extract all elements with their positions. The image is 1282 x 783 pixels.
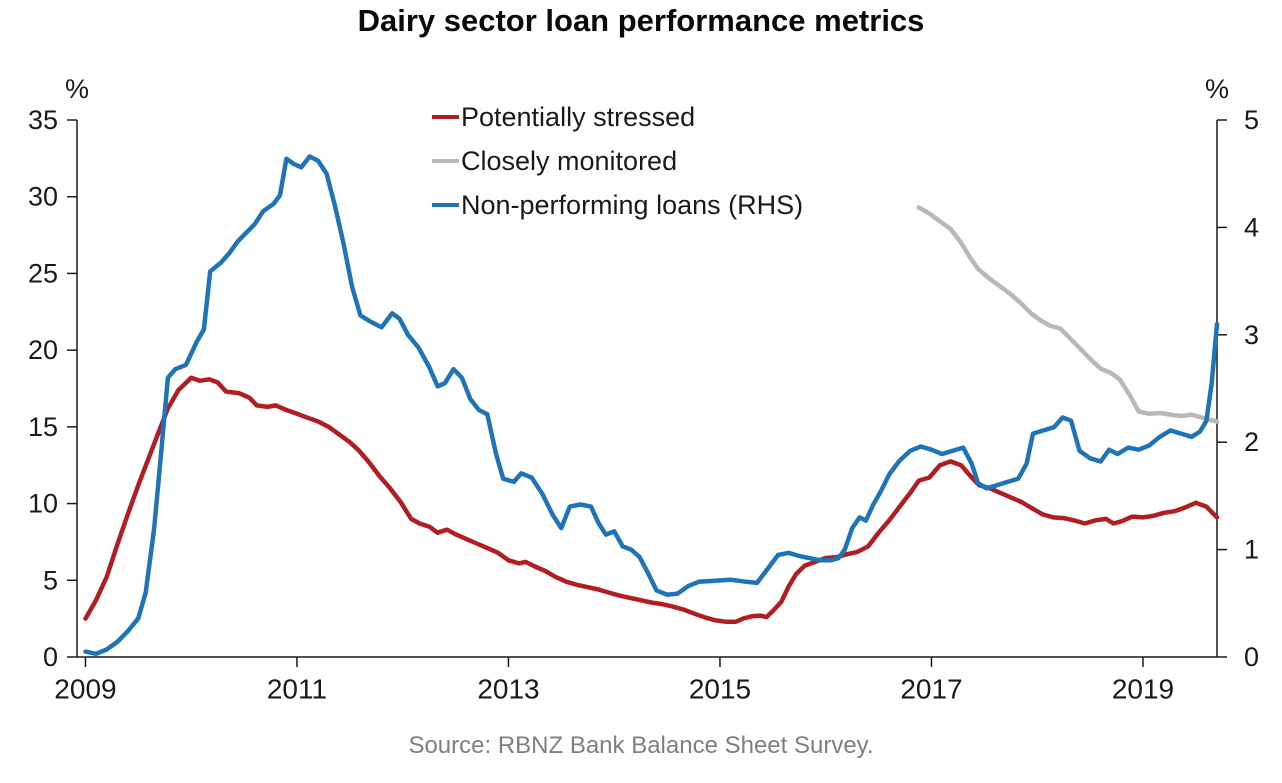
series-line-closely-monitored	[916, 205, 1220, 424]
legend: Potentially stressed Closely monitored N…	[432, 95, 803, 227]
right-axis-tick-label: 4	[1244, 212, 1259, 242]
chart-title: Dairy sector loan performance metrics	[357, 3, 925, 38]
legend-label-closely-monitored: Closely monitored	[461, 145, 678, 176]
legend-label-non-performing-loans: Non-performing loans (RHS)	[461, 189, 804, 220]
left-axis-tick-label: 15	[28, 412, 58, 442]
left-axis-tick-label: 35	[28, 105, 58, 135]
left-axis-unit-label: %	[65, 74, 89, 104]
legend-item-potentially-stressed: Potentially stressed	[432, 95, 803, 139]
x-axis-tick-label: 2017	[900, 674, 962, 705]
legend-item-closely-monitored: Closely monitored	[432, 139, 803, 183]
left-axis-tick-label: 0	[43, 642, 58, 672]
left-axis-tick-label: 10	[28, 489, 58, 519]
left-axis-tick-label: 20	[28, 335, 58, 365]
right-axis-tick-label: 2	[1244, 427, 1259, 457]
series-line-non-performing-loans-rhs-	[83, 154, 1220, 657]
x-axis-tick-label: 2019	[1112, 674, 1174, 705]
series-line-potentially-stressed	[83, 375, 1220, 624]
legend-swatch-closely-monitored	[432, 159, 459, 163]
right-axis-tick-label: 1	[1244, 535, 1259, 565]
left-axis-tick-label: 30	[28, 182, 58, 212]
legend-swatch-non-performing-loans	[432, 203, 459, 207]
right-axis-tick-label: 0	[1244, 642, 1259, 672]
right-axis-tick-label: 3	[1244, 320, 1259, 350]
right-axis-unit-label: %	[1205, 74, 1229, 104]
left-axis-tick-label: 25	[28, 258, 58, 288]
legend-item-non-performing-loans: Non-performing loans (RHS)	[432, 183, 803, 227]
right-axis-tick-label: 5	[1244, 105, 1259, 135]
left-axis-tick-label: 5	[43, 565, 58, 595]
x-axis-tick-label: 2015	[689, 674, 751, 705]
legend-label-potentially-stressed: Potentially stressed	[461, 101, 696, 132]
source-note: Source: RBNZ Bank Balance Sheet Survey.	[408, 732, 874, 759]
x-axis-tick-label: 2013	[477, 674, 539, 705]
x-axis-tick-label: 2009	[54, 674, 116, 705]
legend-swatch-potentially-stressed	[432, 115, 459, 119]
x-axis-tick-label: 2011	[267, 674, 327, 705]
